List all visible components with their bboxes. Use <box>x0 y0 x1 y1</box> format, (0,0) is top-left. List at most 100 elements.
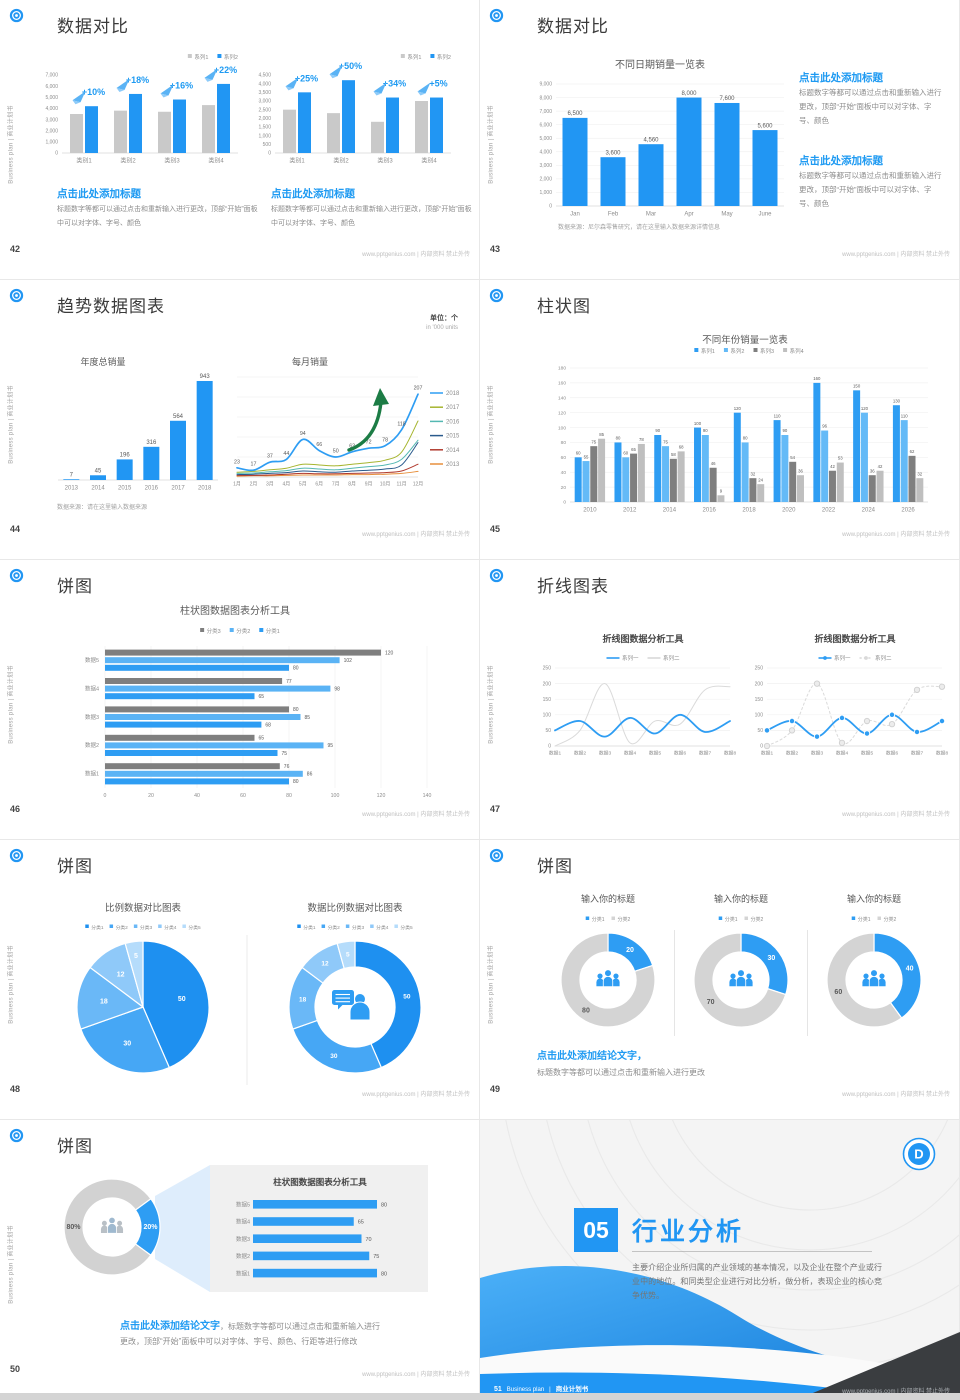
slide-42: 0 1,000 2,000 3,000 4,000 5,000 6,000 7,000 类别1 +… <box>0 0 480 280</box>
slide-title: 柱状图 <box>537 297 591 316</box>
footer-note: www.pptgenius.com | 内部资料 禁止外传 <box>362 1372 470 1378</box>
side-watermark: Business plan | 商业计划书 <box>8 105 15 184</box>
svg-text:分类4: 分类4 <box>164 924 177 931</box>
daily-sales-chart: 0 1,000 2,000 3,000 4,000 5,000 6,000 7,000 8,00… <box>539 82 784 218</box>
svg-text:50: 50 <box>403 993 411 1000</box>
svg-text:100: 100 <box>558 425 566 431</box>
footer-cn: 商业计划书 <box>555 1386 589 1393</box>
svg-text:85: 85 <box>599 432 604 437</box>
svg-text:63: 63 <box>349 443 355 449</box>
svg-text:Jan: Jan <box>570 212 580 218</box>
svg-text:数据5: 数据5 <box>85 656 99 664</box>
svg-text:3,000: 3,000 <box>539 163 552 169</box>
caption-body: 标题数字等都可以通过点击和重新输入进行更改，顶部“开始”面板中可以对字体、字号、… <box>799 171 942 208</box>
trend-charts: 2013 7 2014 45 2015 196 2016 316 2017 564 2018 943 1… <box>58 374 460 492</box>
svg-text:系列4: 系列4 <box>790 347 804 355</box>
svg-text:分类5: 分类5 <box>188 924 201 931</box>
svg-text:200: 200 <box>543 681 552 687</box>
svg-text:2017: 2017 <box>446 405 460 411</box>
svg-text:数据7: 数据7 <box>699 750 712 757</box>
svg-text:55: 55 <box>584 454 589 459</box>
slide-51: D 05 行业分析 主要介绍企业所归属的产业领域的基本情况，以及企业在整个产业或… <box>480 1120 960 1400</box>
chart-title: 数据比例数据对比图表 <box>307 903 403 914</box>
svg-text:2016: 2016 <box>446 419 460 425</box>
svg-text:2018: 2018 <box>742 508 756 514</box>
svg-text:2014: 2014 <box>446 448 460 454</box>
svg-text:207: 207 <box>414 386 423 392</box>
svg-text:数据3: 数据3 <box>811 750 824 757</box>
svg-text:7,600: 7,600 <box>719 96 735 102</box>
svg-text:+5%: +5% <box>429 79 447 89</box>
conclusion-body-line2: 更改，顶部“开始”面板中可以对字体、字号、颜色、行距等进行修改 <box>120 1337 358 1346</box>
slide-title: 饼图 <box>537 857 573 876</box>
svg-text:1,000: 1,000 <box>45 140 58 146</box>
svg-text:75: 75 <box>282 751 288 757</box>
svg-text:数据5: 数据5 <box>236 1201 250 1209</box>
slide-title: 数据对比 <box>537 17 609 36</box>
svg-text:数据8: 数据8 <box>936 750 949 757</box>
svg-text:分类2: 分类2 <box>236 627 250 635</box>
svg-text:数据1: 数据1 <box>236 1269 250 1277</box>
svg-text:80: 80 <box>286 793 292 799</box>
chart-title: 年度总销量 <box>80 357 126 367</box>
caption-body: 标题数字等都可以通过点击和重新输入进行更改，顶部“开始”面板中可以对字体、字号、… <box>799 88 942 125</box>
svg-text:100: 100 <box>543 713 552 719</box>
svg-text:140: 140 <box>423 793 432 799</box>
svg-text:36: 36 <box>870 468 875 473</box>
svg-text:60: 60 <box>576 451 581 456</box>
chart-title: 折线图数据分析工具 <box>814 634 896 644</box>
svg-text:80: 80 <box>582 1008 590 1015</box>
svg-text:98: 98 <box>334 686 340 692</box>
svg-text:80: 80 <box>381 1271 387 1277</box>
svg-text:95: 95 <box>328 743 334 749</box>
svg-text:数据1: 数据1 <box>85 770 99 778</box>
svg-text:50: 50 <box>757 728 763 734</box>
svg-text:类别1: 类别1 <box>76 157 92 165</box>
svg-text:2,000: 2,000 <box>258 116 271 122</box>
svg-text:0: 0 <box>548 744 551 750</box>
slide-title: 数据对比 <box>57 17 129 36</box>
svg-text:2,000: 2,000 <box>539 177 552 183</box>
svg-text:分类2: 分类2 <box>116 924 129 931</box>
svg-text:100: 100 <box>694 421 702 426</box>
svg-text:5,000: 5,000 <box>539 136 552 142</box>
svg-text:2013: 2013 <box>446 462 460 468</box>
svg-text:1,500: 1,500 <box>258 125 271 131</box>
slide-title: 饼图 <box>57 1137 93 1156</box>
side-watermark: Business plan | 商业计划书 <box>488 385 495 464</box>
chart-title: 折线图数据分析工具 <box>602 634 684 644</box>
svg-text:2015: 2015 <box>446 434 460 440</box>
svg-text:分类3: 分类3 <box>352 924 365 931</box>
svg-text:数据6: 数据6 <box>674 750 687 757</box>
svg-text:120: 120 <box>734 406 742 411</box>
svg-text:50: 50 <box>333 449 339 455</box>
svg-text:160: 160 <box>558 381 566 387</box>
slide-45: 0 20 40 60 80 100 120 140 160 180 2010 60 55 75 85 2012… <box>480 280 960 560</box>
title-underline <box>632 1251 872 1252</box>
svg-text:96: 96 <box>822 424 827 429</box>
svg-text:102: 102 <box>344 658 353 664</box>
svg-text:80: 80 <box>743 436 748 441</box>
svg-text:68: 68 <box>265 722 271 728</box>
slide-number: 42 <box>10 244 21 254</box>
footer-note: www.pptgenius.com | 内部资料 禁止外传 <box>842 812 950 818</box>
svg-text:0: 0 <box>104 793 107 799</box>
svg-text:3,600: 3,600 <box>605 150 621 156</box>
svg-text:2,000: 2,000 <box>45 128 58 134</box>
svg-text:80: 80 <box>616 436 621 441</box>
svg-text:12: 12 <box>117 972 125 979</box>
brand-logo-icon <box>489 568 504 583</box>
slide-number: 47 <box>490 804 501 814</box>
svg-text:2013: 2013 <box>65 486 79 492</box>
svg-text:23: 23 <box>234 459 240 465</box>
svg-text:2020: 2020 <box>782 508 796 514</box>
caption-heading: 点击此处添加标题 <box>799 72 883 84</box>
svg-text:4,500: 4,500 <box>258 73 271 79</box>
unit-label: 单位：个 <box>430 315 458 322</box>
svg-text:类别3: 类别3 <box>377 157 393 165</box>
horizontal-bar-chart: 0 20 40 60 80 100 120 140 数据5 120 102 80 数据4 77 98 65 数据… <box>85 627 432 799</box>
svg-text:75: 75 <box>663 439 668 444</box>
svg-text:11月: 11月 <box>396 482 406 488</box>
svg-text:数据2: 数据2 <box>574 750 587 757</box>
brand-logo-icon <box>489 8 504 23</box>
